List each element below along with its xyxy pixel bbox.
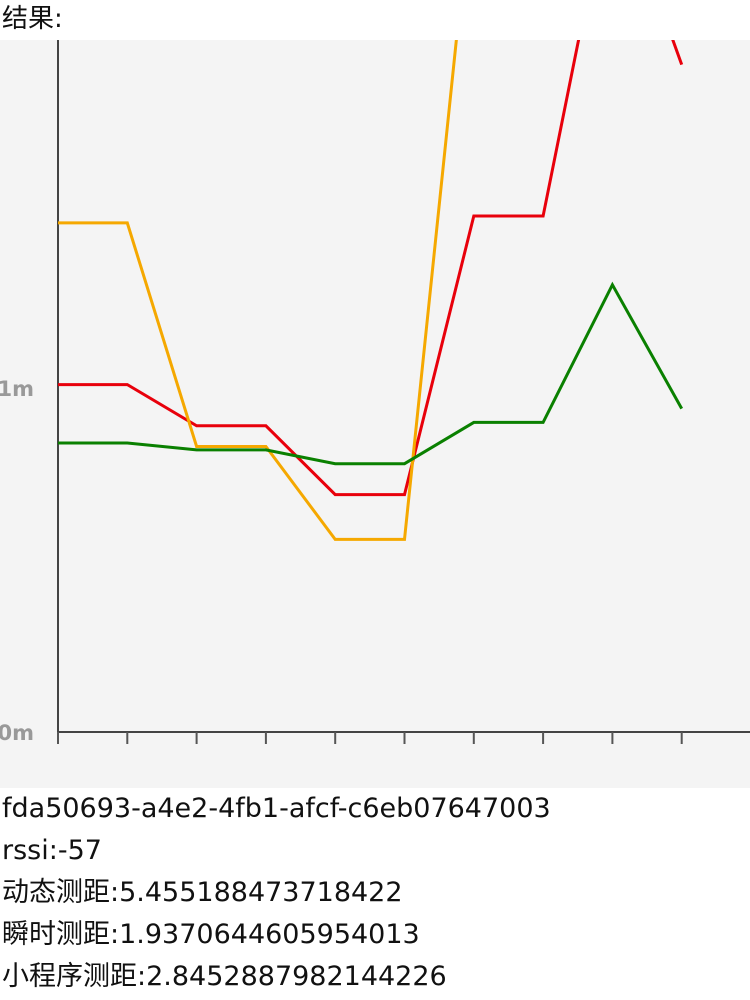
info-panel: fda50693-a4e2-4fb1-afcf-c6eb07647003 rss… xyxy=(2,788,750,998)
dynamic-distance-value: 5.455188473718422 xyxy=(119,877,403,908)
miniprogram-distance-line: 小程序测距:2.8452887982144226 xyxy=(2,956,750,998)
miniprogram-distance-value: 2.8452887982144226 xyxy=(146,961,447,992)
dynamic-distance-label: 动态测距: xyxy=(2,877,120,908)
instant-distance-value: 1.9370644605954013 xyxy=(119,919,420,950)
y-tick-label: 0m xyxy=(0,721,34,745)
result-label: 结果: xyxy=(2,4,63,34)
chart-series xyxy=(58,40,684,541)
distance-chart: 0m 1m xyxy=(0,40,750,788)
instant-distance-line: 瞬时测距:1.9370644605954013 xyxy=(2,914,750,956)
series-line-3 xyxy=(58,281,684,466)
series-line-1 xyxy=(58,40,684,497)
chart-axes: 0m 1m xyxy=(0,40,750,745)
rssi-line: rssi:-57 xyxy=(2,830,750,872)
y-tick-label: 1m xyxy=(0,377,34,401)
dynamic-distance-line: 动态测距:5.455188473718422 xyxy=(2,872,750,914)
series-line-2 xyxy=(58,40,458,541)
distance-chart-svg: 0m 1m xyxy=(0,40,750,745)
instant-distance-label: 瞬时测距: xyxy=(2,919,120,950)
rssi-label: rssi: xyxy=(2,835,58,866)
miniprogram-distance-label: 小程序测距: xyxy=(2,961,147,992)
uuid-text: fda50693-a4e2-4fb1-afcf-c6eb07647003 xyxy=(2,793,551,824)
rssi-value: -57 xyxy=(57,835,102,866)
